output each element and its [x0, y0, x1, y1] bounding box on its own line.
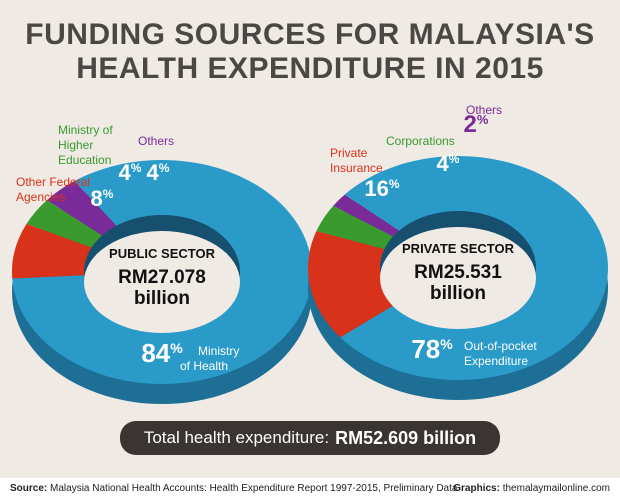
- label-mhe-line3: Education: [58, 153, 111, 167]
- pct-label-1: 16%: [364, 176, 399, 201]
- pct-label-3: 2%: [464, 111, 489, 138]
- source-credit: Source: Malaysia National Health Account…: [10, 483, 457, 494]
- donut-slice-2: [26, 200, 103, 248]
- pct-sign: %: [131, 161, 142, 175]
- page-title: FUNDING SOURCES FOR MALAYSIA'S HEALTH EX…: [0, 18, 620, 86]
- label-others-public: Others: [138, 134, 174, 148]
- pct-value: 4: [119, 160, 132, 185]
- pct-value: 16: [364, 176, 388, 201]
- pct-label-0: 78%: [411, 334, 453, 364]
- pct-value: 2: [464, 111, 477, 138]
- pct-label-1: 8%: [91, 186, 114, 211]
- donut-slice-2: [316, 205, 394, 250]
- donut-slice-0: [340, 156, 608, 380]
- total-label: Total health expenditure:: [143, 428, 330, 447]
- label-moh-line1: Ministry: [198, 344, 239, 358]
- center-line-2: billion: [134, 288, 190, 309]
- graphics-label: Graphics:: [453, 483, 500, 494]
- source-text: Malaysia National Health Accounts: Healt…: [50, 483, 458, 494]
- donut-slice-3: [46, 181, 117, 236]
- graphics-text: themalaymailonline.com: [502, 483, 610, 494]
- donut-slice-3: [333, 194, 400, 237]
- footer: Source: Malaysia National Health Account…: [0, 478, 620, 500]
- label-pi-line2: Insurance: [330, 161, 383, 175]
- pct-value: 8: [91, 186, 103, 211]
- pct-label-0: 84%: [141, 338, 183, 368]
- donut-slice-1: [12, 223, 92, 279]
- center-line-1: RM25.531: [414, 262, 502, 283]
- label-mhe-line2: Higher: [58, 138, 93, 152]
- label-out-of-pocket: Out-of-pocket Expenditure: [464, 339, 540, 368]
- graphics-credit: Graphics: themalaymailonline.com: [453, 483, 610, 494]
- pct-sign: %: [159, 161, 170, 175]
- pct-sign: %: [449, 152, 460, 166]
- pct-sign: %: [440, 336, 453, 352]
- label-ofa-line2: Agencies: [16, 190, 65, 204]
- donut-slice-1: [308, 230, 397, 338]
- donut-hole: [84, 231, 240, 333]
- pct-label-2: 4%: [437, 151, 460, 176]
- label-ministry-higher-education: Ministry of Higher Education: [58, 123, 116, 167]
- pct-value: 4: [437, 151, 450, 176]
- center-line-0: PUBLIC SECTOR: [109, 246, 216, 261]
- pct-value: 78: [411, 334, 440, 364]
- title-line-1: FUNDING SOURCES FOR MALAYSIA'S: [25, 18, 595, 51]
- total-expenditure-bar: Total health expenditure: RM52.609 billi…: [120, 421, 500, 455]
- pct-sign: %: [477, 112, 489, 127]
- label-corporations: Corporations: [386, 134, 455, 148]
- center-line-2: billion: [430, 283, 486, 304]
- center-line-1: RM27.078: [118, 267, 206, 288]
- donut-hole: [380, 227, 536, 329]
- pct-value: 84: [141, 338, 170, 368]
- label-ministry-of-health: Ministry of Health: [180, 344, 243, 373]
- pct-value: 4: [147, 160, 160, 185]
- pct-sign: %: [170, 340, 183, 356]
- pct-sign: %: [103, 187, 114, 201]
- label-moh-line2: of Health: [180, 359, 228, 373]
- donut-slice-0: [12, 160, 313, 385]
- pct-label-3: 4%: [147, 160, 170, 185]
- pct-label-2: 4%: [119, 160, 142, 185]
- label-pi-line1: Private: [330, 146, 368, 160]
- center-line-0: PRIVATE SECTOR: [402, 241, 515, 256]
- label-other-federal-agencies: Other Federal Agencies: [16, 175, 93, 204]
- title-line-2: HEALTH EXPENDITURE IN 2015: [76, 52, 544, 85]
- label-ofa-line1: Other Federal: [16, 175, 90, 189]
- pct-sign: %: [389, 177, 400, 191]
- source-label: Source:: [10, 483, 48, 494]
- total-value: RM52.609 billion: [335, 427, 477, 448]
- label-oop-line2: Expenditure: [464, 354, 528, 368]
- label-mhe-line1: Ministry of: [58, 123, 113, 137]
- label-private-insurance: Private Insurance: [330, 146, 383, 175]
- label-oop-line1: Out-of-pocket: [464, 339, 537, 353]
- label-others-private: Others: [466, 103, 502, 117]
